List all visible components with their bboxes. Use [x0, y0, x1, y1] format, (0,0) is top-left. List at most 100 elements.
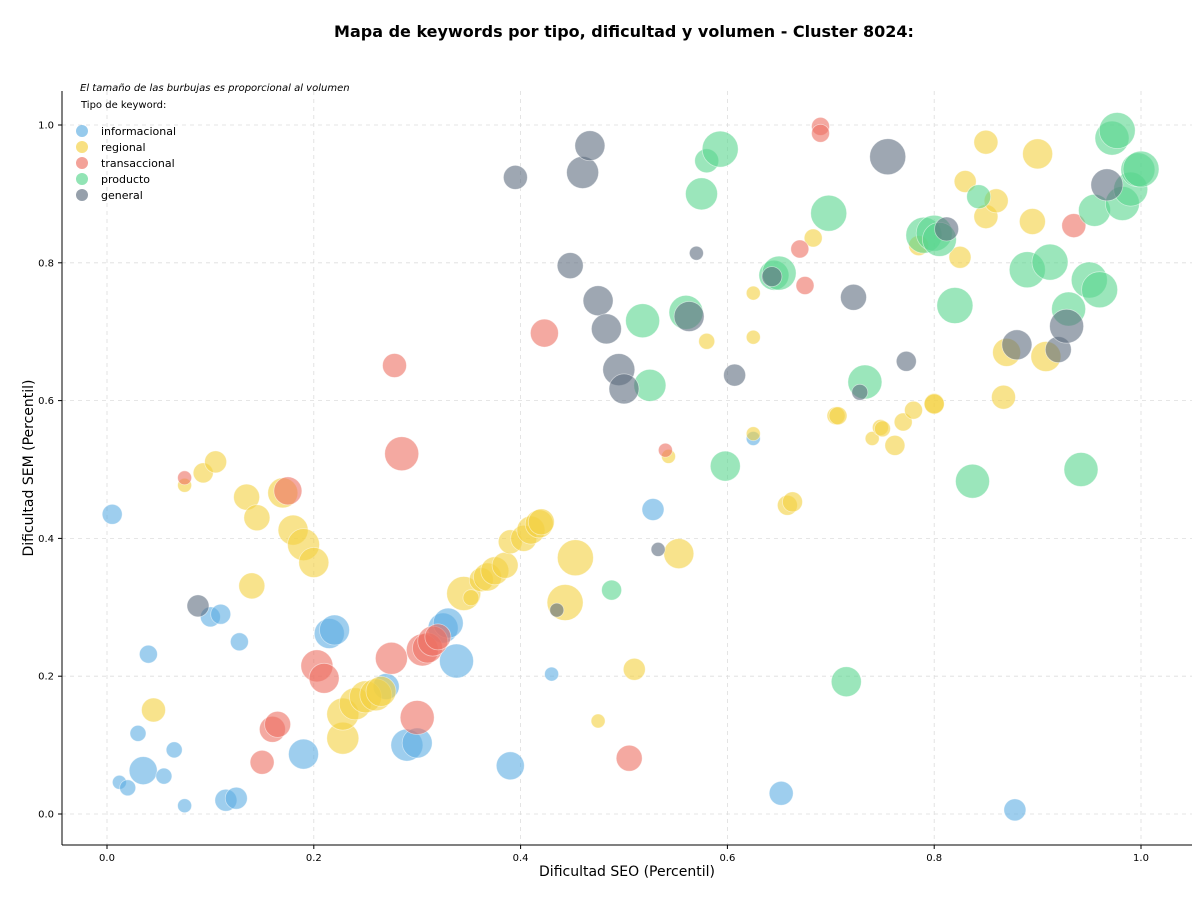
bubble-point [1081, 271, 1118, 309]
legend-marker [76, 141, 88, 153]
bubble-point [177, 798, 193, 814]
bubble-point [1031, 243, 1069, 281]
bubble-point [165, 741, 183, 759]
bubble-point [249, 749, 275, 775]
bubble-point [709, 450, 741, 482]
bubble-point [663, 538, 695, 569]
bubble-point [761, 266, 783, 288]
bubble-point [745, 426, 761, 442]
bubble-point [641, 498, 665, 521]
legend-title: Tipo de keyword: [80, 100, 166, 111]
bubble-point [810, 194, 848, 232]
bubble-point [224, 786, 248, 810]
bubble-point [462, 589, 480, 607]
bubble-point [625, 303, 660, 339]
bubble-point [923, 393, 945, 415]
y-axis-label: Dificultad SEM (Percentil) [21, 380, 37, 557]
bubble-point [186, 594, 210, 618]
bubble-point [790, 239, 810, 259]
bubble-point [658, 442, 673, 458]
bubble-point [549, 602, 565, 618]
bubble-point [840, 283, 867, 311]
bubble-point [491, 551, 519, 579]
bubble-point [828, 406, 848, 426]
bubble-point [795, 276, 815, 295]
bubble-point [399, 700, 435, 735]
bubble-point [830, 666, 862, 698]
bubble-point [243, 504, 271, 532]
legend-marker [76, 189, 88, 201]
bubble-point [685, 177, 718, 211]
x-tick-label: 0.8 [926, 853, 942, 864]
bubble-point [129, 725, 147, 742]
legend-marker [76, 125, 88, 137]
bubble-point [904, 400, 923, 420]
bubble-point [566, 156, 599, 189]
series-producto [601, 112, 1160, 698]
y-tick-label: 0.2 [38, 672, 54, 683]
bubble-point [229, 632, 249, 652]
series-informacional [101, 431, 1027, 822]
bubble-point [864, 431, 880, 446]
bubble-point [495, 751, 525, 781]
bubble-point [1061, 213, 1087, 239]
bubble-point [803, 228, 823, 248]
bubble-point [119, 779, 137, 797]
bubble-point [936, 287, 974, 324]
bubble-point [768, 780, 794, 806]
bubble-point [874, 420, 891, 438]
x-tick-label: 0.0 [99, 853, 115, 864]
bubble-point [745, 285, 761, 301]
bubble-point [895, 350, 917, 372]
bubble-point [953, 170, 977, 193]
bubble-point [138, 644, 158, 664]
series-transaccional [177, 117, 1087, 775]
legend-label: producto [101, 173, 150, 186]
bubble-point [1063, 452, 1099, 487]
bubble-point [1003, 798, 1027, 822]
grid-lines [62, 91, 1192, 845]
y-ticks: 0.0 0.2 0.4 0.6 0.8 1.0 [38, 121, 62, 821]
y-tick-label: 1.0 [38, 121, 54, 132]
bubble-point [365, 676, 397, 707]
bubble-point [673, 301, 705, 332]
bubble-point [590, 713, 606, 729]
bubble-point [701, 130, 739, 168]
y-tick-label: 0.8 [38, 258, 54, 269]
bubble-point [527, 508, 555, 536]
bubble-point [591, 313, 622, 345]
bubble-point [264, 711, 292, 738]
bubble-point [557, 539, 594, 577]
x-ticks: 0.0 0.2 0.4 0.6 0.8 1.0 [99, 845, 1149, 864]
legend-marker [76, 157, 88, 169]
data-points [101, 112, 1160, 822]
bubble-point [601, 579, 622, 601]
bubble-point [1090, 168, 1124, 202]
x-tick-label: 0.4 [513, 853, 529, 864]
x-tick-label: 0.6 [719, 853, 735, 864]
x-axis-label: Dificultad SEO (Percentil) [539, 864, 715, 880]
bubble-point [273, 476, 303, 506]
bubble-point [782, 491, 803, 513]
series-general [186, 130, 1124, 618]
bubble-point [439, 643, 474, 679]
bubble-point [128, 756, 158, 785]
bubble-point [973, 129, 999, 155]
bubble-point [141, 697, 166, 723]
legend-marker [76, 173, 88, 185]
bubble-point [745, 329, 761, 345]
legend-label: transaccional [101, 157, 175, 170]
bubble-point [1049, 308, 1084, 344]
bubble-point [204, 450, 228, 474]
bubble-point [991, 384, 1016, 410]
bubble-point [622, 657, 646, 681]
bubble-point [319, 614, 350, 646]
legend: informacional regional transaccional produc… [76, 125, 176, 202]
bubble-point [1122, 150, 1160, 188]
bubble-point [851, 383, 869, 401]
bubble-point [503, 164, 528, 190]
bubble-point [884, 434, 906, 456]
bubble-point [155, 767, 173, 785]
bubble-point [615, 744, 643, 772]
bubble-point [869, 138, 907, 176]
